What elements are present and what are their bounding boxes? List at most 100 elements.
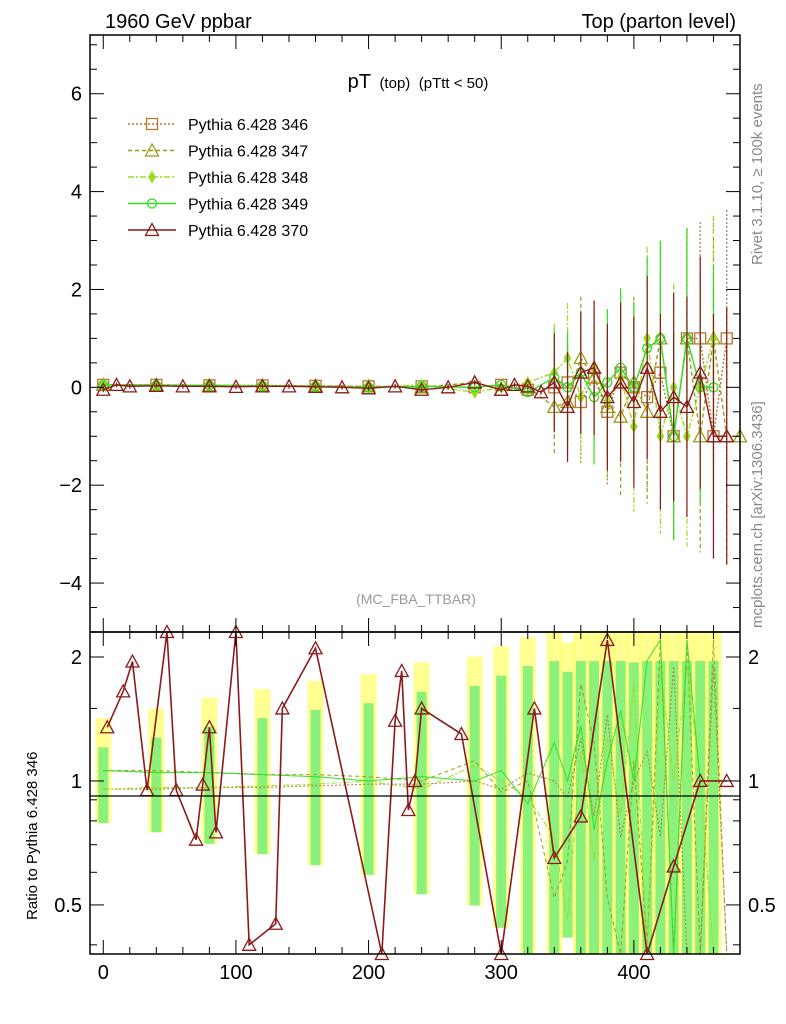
legend-marker [145,117,159,131]
plot-title-main: pT [348,71,371,93]
ratio-370-point [394,663,410,678]
ratio-band-green [695,661,706,954]
data-point [387,378,403,393]
ratio-370-point [201,719,217,734]
data-point [666,389,682,404]
ratio-band-green [562,671,573,938]
analysis-label: (MC_FBA_TTBAR) [356,591,476,607]
ratio-band-green [549,661,560,954]
header-right: Top (parton level) [581,11,736,33]
ratio-370-point [414,700,430,715]
ratio-ytick-label: 2 [71,647,82,669]
ratio-band-green [602,661,613,954]
plot-title-sub1: (top) [379,75,410,92]
data-point [360,380,377,395]
ratio-y-axis-label: Ratio to Pythia 6.428 346 [24,752,41,920]
ratio-370-point [400,802,416,817]
legend-label: Pythia 6.428 347 [188,144,308,161]
ratio-uncertainty-bands [95,632,722,954]
ratio-band-green [310,709,321,866]
header-left: 1960 GeV ppbar [105,11,252,33]
data-point [613,374,629,389]
xtick-label: 300 [485,962,518,984]
ratio-370-point [573,808,589,823]
ratio-plot-frame [89,631,741,955]
data-point [599,389,615,404]
main-ytick-label: 2 [71,279,82,301]
legend-marker [148,170,156,184]
ratio-370-point [115,683,131,698]
data-point [440,379,456,394]
series-line [103,365,727,437]
ratio-band-green [668,661,679,954]
data-point [586,359,602,374]
legend-label: Pythia 6.428 348 [188,170,308,187]
main-axis-ticks: −4 −2 0 2 4 6 [59,35,741,632]
data-point [559,399,576,414]
data-point [467,374,483,389]
data-point [520,378,536,393]
data-point [95,381,111,396]
xtick-label: 100 [219,962,252,984]
ratio-band-green [628,662,639,954]
ratio-band-green [575,661,586,954]
ratio-370-point [599,632,615,647]
main-ytick-label: −2 [59,475,82,497]
ratio-370-point [526,700,542,715]
ratio-band-green [615,661,626,954]
ratio-370-point [666,858,682,873]
data-point [639,359,655,374]
legend-label: Pythia 6.428 370 [188,223,308,240]
ratio-band-green [708,661,719,954]
data-point [334,379,350,394]
ratio-axis-ticks: 0.5 0.5 1 1 2 2 0 100 200 300 400 [54,632,776,984]
legend-label: Pythia 6.428 349 [188,197,308,214]
ratio-band-green [204,726,215,844]
data-point [719,428,735,443]
data-point [281,378,297,393]
ratio-band-green [98,747,109,824]
ratio-370-point [99,719,115,734]
data-point [414,381,430,396]
data-point [148,377,164,393]
legend-marker [146,198,158,209]
ratio-370-point [124,653,141,668]
ratio-band-green [655,661,666,954]
ratio-ytick-label-right: 2 [748,647,759,669]
data-point [228,378,244,393]
data-point [175,378,191,393]
data-point [122,378,138,393]
data-point [254,378,271,393]
data-point [108,377,125,392]
legend-marker [144,142,160,157]
ratio-band-green [681,661,692,954]
ratio-370-point [241,936,257,951]
data-point [533,384,549,399]
ratio-370-point [387,712,403,727]
ratio-band-green [589,661,600,954]
main-ytick-label: 6 [71,84,82,106]
data-point [626,394,642,409]
ratio-series-line [103,638,714,955]
main-ytick-label: 0 [71,377,82,399]
data-point [307,378,324,393]
legend-label: Pythia 6.428 346 [188,117,308,134]
main-series-group [95,209,748,571]
data-point [573,364,589,379]
data-point [705,428,722,443]
ratio-band-green [496,675,507,928]
main-ytick-label: −4 [59,573,82,595]
ratio-370-point [407,773,423,788]
ratio-band-green [363,703,374,875]
plot-title: pT (top) (pTtt < 50) [348,71,489,93]
rivet-version-label: Rivet 3.1.10, ≥ 100k events [749,83,766,265]
data-point [546,374,562,389]
ratio-ytick-label: 0.5 [54,895,82,917]
main-ytick-label: 4 [71,182,82,204]
xtick-label: 200 [352,962,385,984]
data-point [506,377,523,392]
data-point [493,381,509,396]
ratio-370-point [307,640,324,655]
ratio-band-green [522,666,533,954]
